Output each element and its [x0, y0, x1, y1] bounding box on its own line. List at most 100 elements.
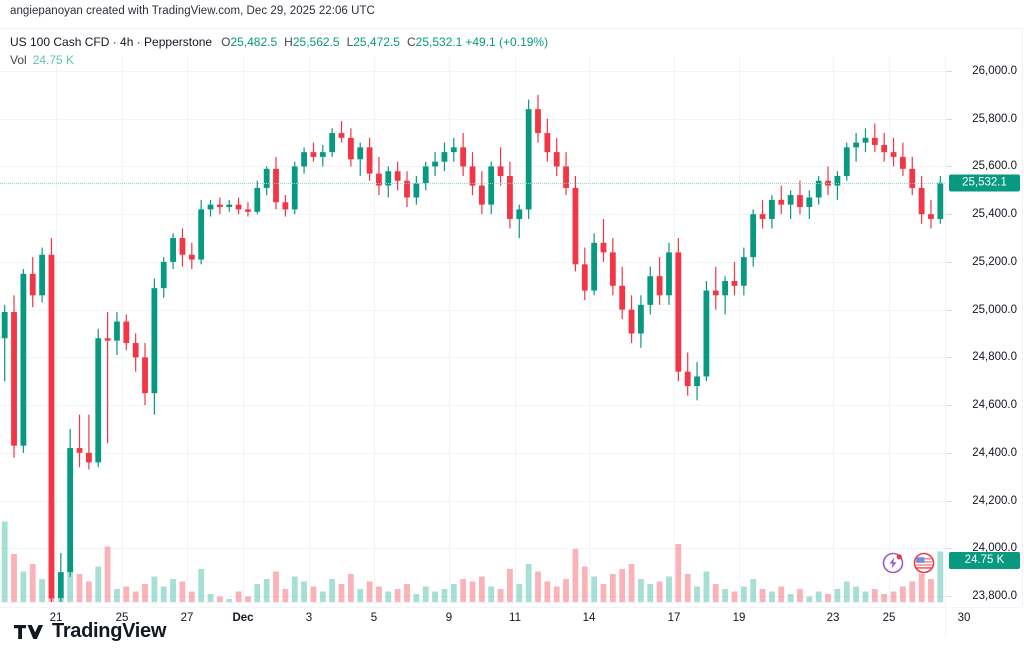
volume-bar	[937, 551, 944, 602]
candle-body	[769, 199, 775, 219]
candle-body	[20, 273, 27, 446]
gridline-horizontal	[0, 500, 945, 502]
volume-bar	[619, 569, 626, 602]
candle-body	[918, 187, 925, 215]
price-axis-label: 24,200.0	[972, 494, 1017, 507]
candle-body	[478, 185, 485, 205]
candle-body	[731, 281, 738, 286]
us-flag-badge-icon[interactable]	[913, 552, 935, 574]
candle-body	[787, 195, 794, 205]
chart-plot-area[interactable]	[0, 57, 945, 602]
chart-legend: US 100 Cash CFD · 4h · Pepperstone O25,48…	[10, 34, 548, 68]
volume-bar	[525, 564, 532, 602]
candle-body	[114, 321, 120, 341]
time-axis-label: 17	[667, 612, 681, 624]
volume-bar	[273, 571, 279, 602]
gridline-vertical	[674, 57, 675, 602]
price-tick-mark	[946, 261, 952, 263]
candle-body	[216, 204, 223, 208]
volume-bar	[188, 591, 195, 602]
volume-bar	[535, 571, 541, 602]
legend-ohlc: O25,482.5 H25,562.5 L25,472.5 C25,532.1	[221, 34, 462, 50]
volume-bar	[572, 549, 579, 602]
candle-body	[712, 290, 719, 296]
tradingview-footer: TradingView	[14, 620, 166, 643]
candle-body	[432, 161, 438, 167]
time-axis-label: 23	[826, 612, 840, 624]
time-axis-label: 27	[180, 612, 194, 624]
candle-body	[207, 204, 214, 210]
candle-body	[57, 572, 64, 599]
candle-body	[394, 171, 401, 181]
gridline-horizontal	[0, 548, 945, 550]
volume-bar	[460, 579, 467, 602]
candle-body	[160, 261, 167, 289]
volume-bar	[179, 581, 186, 602]
price-tick-mark	[946, 71, 952, 72]
volume-bar	[797, 589, 803, 602]
gridline-horizontal	[0, 405, 945, 407]
current-price-badge[interactable]: 25,532.1	[949, 174, 1020, 192]
gridline-vertical	[889, 57, 890, 602]
volume-bar	[806, 596, 813, 602]
volume-bar	[871, 589, 878, 602]
legend-change: +49.1 (+0.19%)	[465, 35, 549, 49]
volume-bar	[207, 594, 214, 602]
volume-bar	[488, 586, 495, 602]
volume-bar	[422, 586, 429, 602]
candle-body	[291, 166, 298, 210]
price-tick-mark	[946, 118, 952, 120]
volume-bar	[151, 576, 158, 602]
volume-bar	[85, 581, 92, 602]
candle-body	[450, 147, 457, 153]
candle-body	[909, 168, 916, 188]
volume-value-badge[interactable]: 24.75 K	[949, 552, 1020, 569]
time-axis-label: 19	[732, 612, 746, 624]
time-axis-label: 25	[882, 612, 896, 624]
volume-bar	[638, 579, 644, 602]
volume-bar	[142, 584, 148, 602]
volume-bar	[516, 584, 523, 602]
volume-bar	[441, 589, 448, 602]
price-tick-mark	[946, 309, 952, 311]
volume-bar	[469, 581, 476, 602]
volume-bar	[319, 591, 326, 602]
price-axis-label: 24,800.0	[972, 351, 1017, 364]
price-axis-label: 25,400.0	[972, 208, 1017, 221]
chart-frame: 26,000.0 25,800.0 25,600.0 25,400.0 25,200.0…	[0, 28, 1023, 637]
gridline-horizontal	[0, 261, 945, 263]
price-axis[interactable]: 26,000.0 25,800.0 25,600.0 25,400.0 25,200.0…	[945, 57, 1023, 637]
volume-bar	[769, 591, 775, 602]
candle-body	[900, 156, 906, 169]
candle-body	[488, 166, 495, 205]
candle-body	[628, 309, 635, 334]
volume-bar	[347, 574, 354, 602]
volume-bar	[628, 564, 635, 602]
time-axis[interactable]: 21 25 27 Dec 3 5 9 11 14 17 19 23 25 30	[0, 602, 970, 637]
candle-body	[684, 371, 691, 386]
volume-bar	[198, 569, 205, 602]
volume-bar	[310, 586, 317, 602]
volume-bar	[890, 591, 897, 602]
volume-bar	[394, 589, 401, 602]
legend-symbol-title[interactable]: US 100 Cash CFD · 4h · Pepperstone	[10, 35, 213, 49]
volume-bar	[329, 579, 336, 602]
volume-bar	[366, 581, 373, 602]
volume-bar	[450, 584, 457, 602]
volume-bar	[609, 574, 616, 602]
candle-body	[1, 312, 8, 339]
volume-bar	[11, 554, 17, 602]
candle-body	[132, 343, 139, 358]
price-axis-label: 24,000.0	[972, 542, 1017, 555]
candle-body	[188, 254, 195, 260]
candle-body	[778, 199, 785, 205]
candle-body	[591, 242, 598, 291]
candle-body	[404, 180, 410, 198]
lightning-badge-icon[interactable]	[882, 552, 904, 574]
candle-body	[815, 180, 822, 198]
candle-body	[385, 171, 392, 186]
time-axis-label: 21	[49, 612, 63, 624]
candle-body	[600, 242, 607, 253]
volume-bar	[553, 586, 560, 602]
candle-body	[722, 281, 729, 296]
